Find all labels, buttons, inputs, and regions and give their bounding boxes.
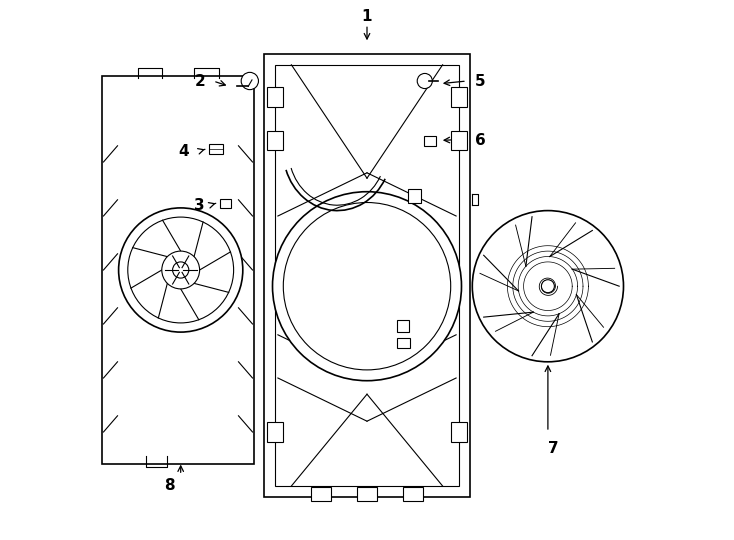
Bar xyxy=(264,54,470,497)
Circle shape xyxy=(542,280,554,293)
Text: 2: 2 xyxy=(195,73,205,89)
Text: 7: 7 xyxy=(548,441,559,456)
Bar xyxy=(407,189,421,202)
Bar xyxy=(451,422,467,442)
Bar xyxy=(103,76,254,464)
Bar xyxy=(267,131,283,150)
Bar xyxy=(275,65,459,486)
Circle shape xyxy=(472,211,623,362)
Bar xyxy=(311,487,331,501)
Text: 1: 1 xyxy=(362,9,372,24)
Bar xyxy=(403,487,423,501)
Circle shape xyxy=(417,73,432,89)
Text: 8: 8 xyxy=(164,478,175,494)
Circle shape xyxy=(272,192,462,381)
Bar xyxy=(267,87,283,107)
Text: 6: 6 xyxy=(475,133,486,148)
Text: 5: 5 xyxy=(475,73,486,89)
Circle shape xyxy=(241,72,258,90)
Bar xyxy=(209,144,223,154)
Text: 3: 3 xyxy=(195,198,205,213)
Bar xyxy=(451,87,467,107)
Bar xyxy=(451,131,467,150)
Circle shape xyxy=(128,217,233,323)
Text: 4: 4 xyxy=(178,144,189,159)
Bar xyxy=(267,422,283,442)
Bar xyxy=(396,338,410,348)
Bar xyxy=(396,320,409,332)
Circle shape xyxy=(119,208,243,332)
Circle shape xyxy=(172,262,189,278)
Circle shape xyxy=(161,251,200,289)
Bar xyxy=(424,136,435,146)
Bar xyxy=(357,487,377,501)
Bar xyxy=(220,199,231,208)
